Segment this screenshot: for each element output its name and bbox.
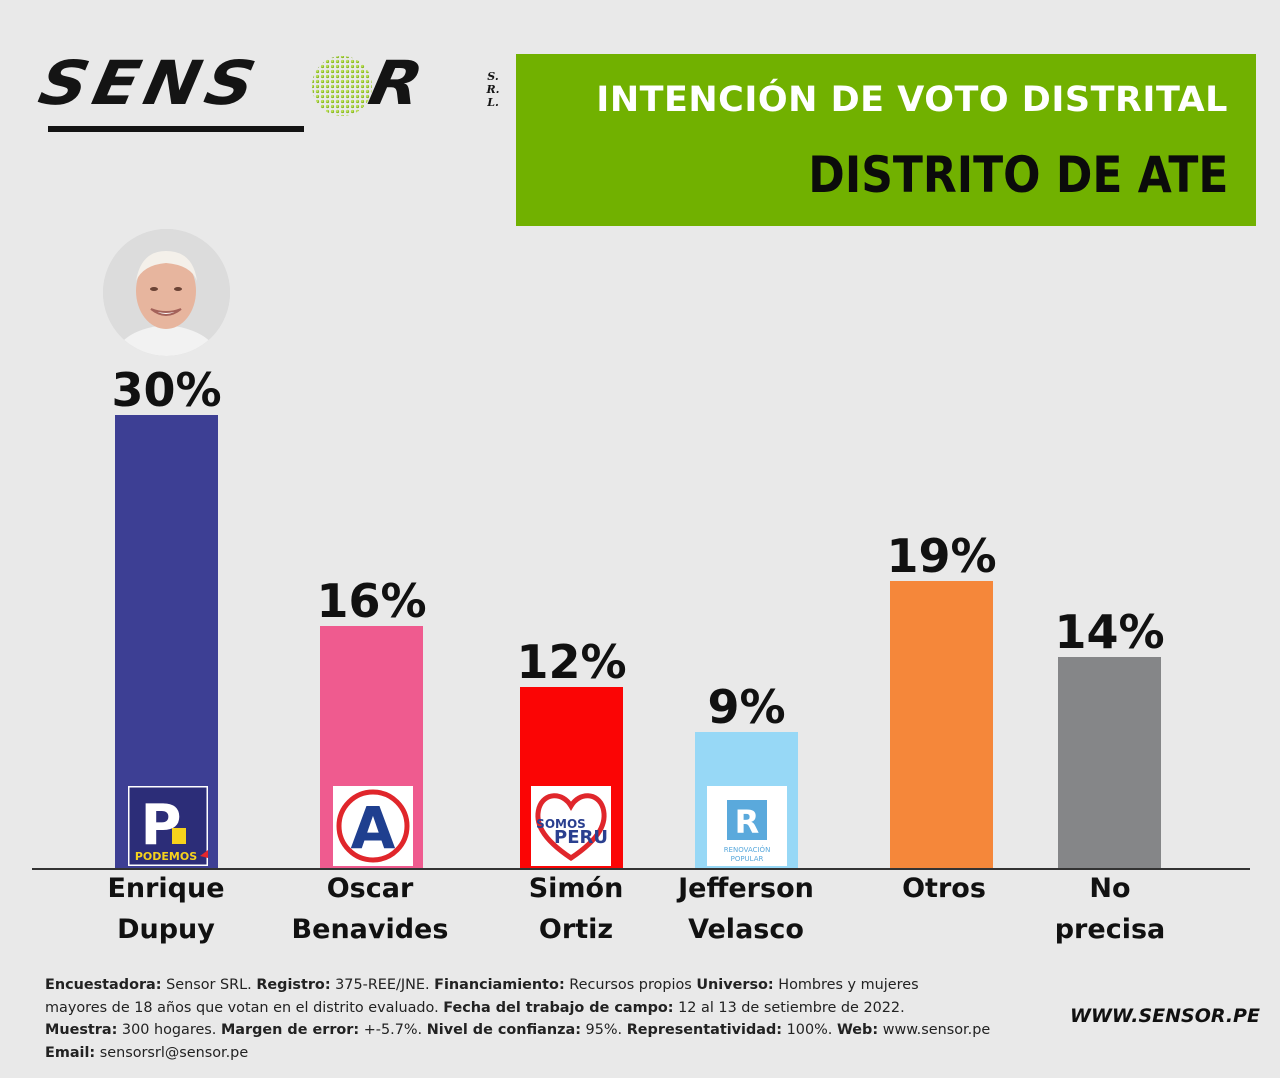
podemos-text: PODEMOS [135, 850, 197, 863]
category-label-0: Enrique Dupuy [66, 868, 266, 950]
footer-line-3: Email: sensorsrl@sensor.pe [45, 1042, 1005, 1065]
data-label-1: 16% [316, 574, 427, 628]
category-label-2-line-0: Simón [528, 873, 624, 904]
footer-label: Margen de error: [220, 1022, 360, 1038]
peru-text: PERU [554, 827, 608, 848]
category-label-4: Otros [844, 868, 1044, 909]
logo-srl: S. R. L. [486, 70, 500, 109]
footer-label: Registro: [256, 977, 331, 993]
website-link[interactable]: WWW.SENSOR.PE [1070, 1005, 1260, 1027]
footer-label: Encuestadora: [45, 977, 162, 993]
footer-label: Muestra: [45, 1022, 118, 1038]
renovacion-letter: R [735, 803, 760, 841]
candidate-photo [103, 229, 230, 356]
data-label-4: 19% [886, 529, 997, 583]
category-label-3-line-0: Jefferson [678, 873, 814, 904]
data-label-5: 14% [1054, 605, 1165, 659]
footer-label: Financiamiento: [434, 977, 565, 993]
footer-text: www.sensor.pe [878, 1022, 991, 1038]
footer-label: Nivel de confianza: [426, 1022, 581, 1038]
bar-4 [890, 581, 993, 868]
footer-line-2: Muestra: 300 hogares. Margen de error: +… [45, 1019, 1005, 1042]
category-label-3-line-1: Velasco [688, 914, 804, 945]
logo-ball-icon [312, 56, 372, 116]
bar-5 [1058, 657, 1161, 868]
somos-text: SOMOS [536, 817, 586, 831]
podemos-letter: P [140, 793, 181, 858]
footer-text: 95%. [580, 1022, 627, 1038]
logo-srl-l: L. [487, 96, 499, 109]
x-axis-line [32, 868, 1250, 870]
category-label-1: Oscar Benavides [270, 868, 470, 950]
popular-text: POPULAR [731, 855, 764, 863]
header-banner: INTENCIÓN DE VOTO DISTRITAL DISTRITO DE … [516, 54, 1256, 226]
chart-title: DISTRITO DE ATE [807, 146, 1228, 204]
footer-text: Hombres y mujeres [773, 977, 919, 993]
data-label-2: 12% [516, 635, 627, 689]
category-label-1-line-1: Benavides [291, 914, 449, 945]
category-label-2: Simón Ortiz [476, 868, 676, 950]
footer-text: Recursos propios [564, 977, 697, 993]
footer-line-1: mayores de 18 años que votan en el distr… [45, 997, 1005, 1020]
category-label-0-line-1: Dupuy [117, 914, 215, 945]
footer-text: 300 hogares. [117, 1022, 221, 1038]
logo-srl-s: S. [487, 70, 499, 83]
category-label-5-line-0: No [1089, 873, 1131, 904]
sensor-logo: SENS R S. R. L. [33, 48, 499, 138]
category-label-5: No precisa [1010, 868, 1210, 950]
footer-label: Email: [45, 1044, 96, 1061]
data-label-0: 30% [111, 363, 222, 417]
footer-text: +-5.7%. [359, 1022, 427, 1038]
footer-text: 100%. [782, 1022, 837, 1038]
candidate-photo-icon [103, 229, 230, 356]
category-label-0-line-0: Enrique [107, 873, 225, 904]
footer-label: Web: [836, 1022, 879, 1038]
logo-srl-r: R. [486, 83, 500, 96]
category-label-3: Jefferson Velasco [646, 868, 846, 950]
footer-text: 375-REE/JNE. [330, 977, 435, 993]
category-label-2-line-1: Ortiz [538, 914, 614, 945]
renovacion-text: RENOVACIÓN [724, 845, 771, 854]
logo-underline [48, 126, 304, 132]
footer-text: mayores de 18 años que votan en el distr… [45, 999, 444, 1016]
accion-popular-logo-icon: A [333, 786, 413, 866]
footer-label: Representatividad: [626, 1022, 783, 1038]
chart-subtitle: INTENCIÓN DE VOTO DISTRITAL [596, 80, 1228, 120]
footer-text: Sensor SRL. [161, 977, 257, 993]
methodology-note: Encuestadora: Sensor SRL. Registro: 375-… [45, 974, 1005, 1064]
footer-line-0: Encuestadora: Sensor SRL. Registro: 375-… [45, 974, 1005, 997]
footer-label: Universo: [696, 977, 774, 993]
data-label-3: 9% [707, 680, 786, 734]
accion-popular-letter: A [351, 794, 396, 862]
footer-text: sensorsrl@sensor.pe [95, 1044, 249, 1061]
footer-text: 12 al 13 de setiembre de 2022. [673, 999, 905, 1016]
category-label-5-line-1: precisa [1054, 914, 1166, 945]
category-label-1-line-0: Oscar [326, 873, 414, 904]
footer-label: Fecha del trabajo de campo: [443, 999, 674, 1016]
category-label-4-line-0: Otros [902, 873, 986, 904]
